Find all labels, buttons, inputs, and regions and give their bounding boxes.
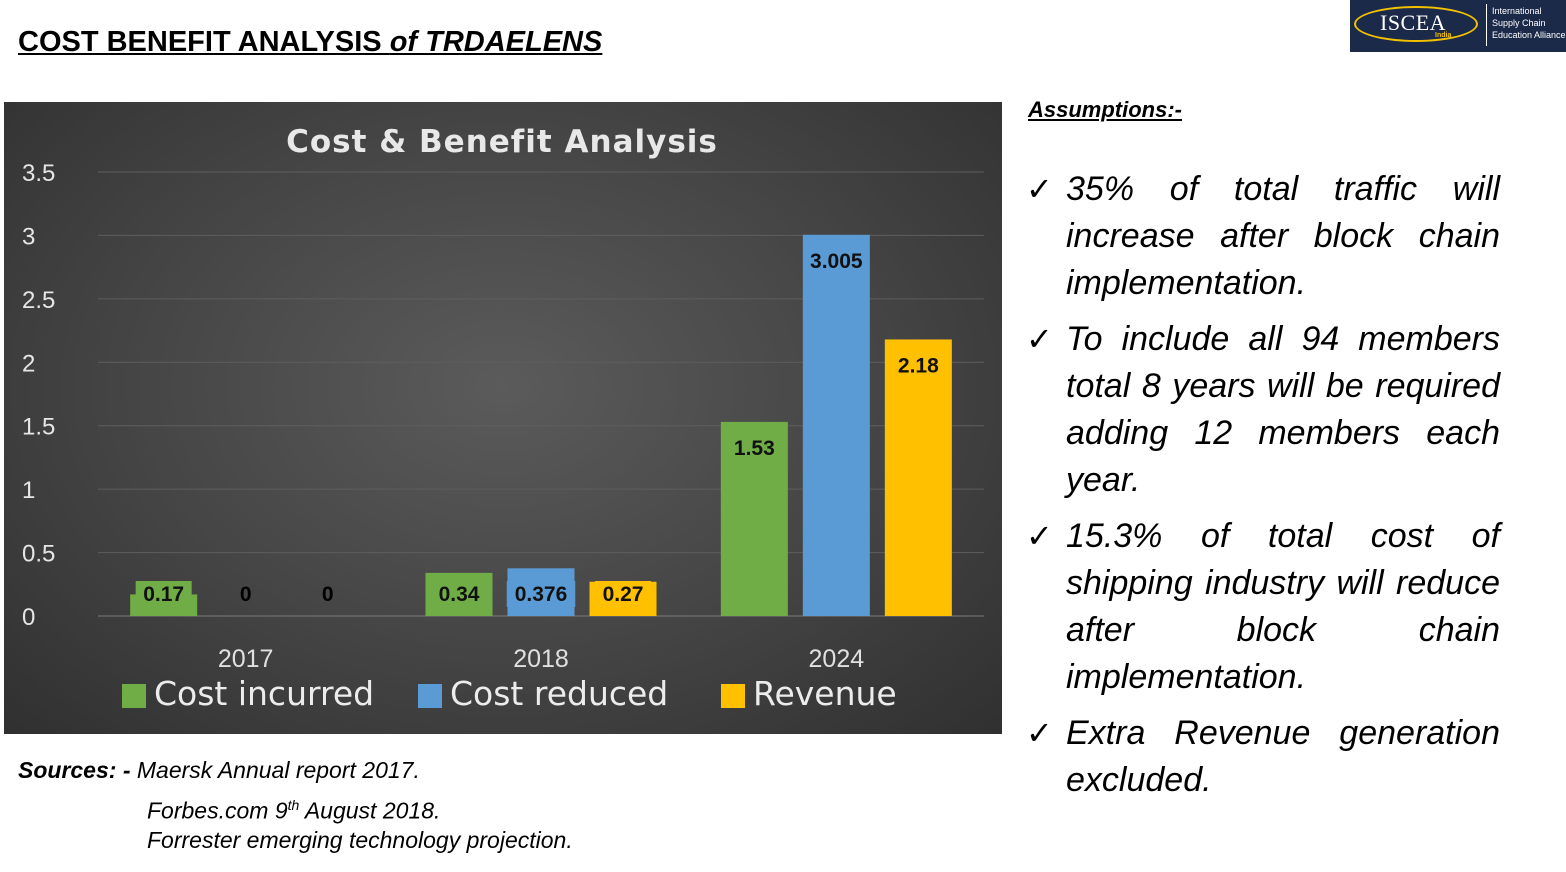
data-label: 0.376 (515, 583, 568, 606)
source-text-rest: August 2018. (299, 797, 441, 824)
bar-chart: 0 0.5 1 1.5 2 2.5 3 3.5 Cost & Benefit Analysis 0… (22, 124, 984, 713)
y-tick-label: 0.5 (22, 541, 55, 568)
legend-label: Revenue (753, 674, 897, 713)
logo-name: ISCEA (1380, 10, 1447, 35)
logo-region: India (1435, 32, 1452, 39)
logo-tagline-line: International (1492, 6, 1542, 16)
logo-tagline: International Supply Chain Education All… (1492, 5, 1566, 41)
assumption-text: To include all 94 members total 8 years … (1066, 320, 1500, 499)
y-tick-label: 2.5 (22, 287, 55, 314)
data-label-background (431, 581, 487, 607)
bar (720, 421, 788, 616)
legend-label: Cost reduced (450, 674, 668, 713)
chart-panel: 0 0.5 1 1.5 2 2.5 3 3.5 Cost & Benefit Analysis 0… (4, 102, 1002, 734)
chart-title: Cost & Benefit Analysis (286, 124, 718, 160)
logo-separator (1486, 4, 1487, 46)
data-label: 0.34 (439, 583, 480, 606)
source-superscript: th (287, 797, 300, 813)
page-title-italic: of TRDAELENS (389, 26, 603, 58)
source-text: Forbes.com 9 (147, 797, 288, 824)
x-tick-label: 2017 (218, 645, 274, 673)
bar (884, 339, 952, 616)
checkmark-icon: ✓ (1026, 170, 1053, 208)
data-label: 2.18 (898, 354, 939, 377)
y-tick-label: 1.5 (22, 414, 55, 441)
y-tick-label: 2 (22, 350, 35, 377)
data-label: 3.005 (810, 250, 863, 273)
assumption-item: ✓ 35% of total traffic will increase afte… (1026, 166, 1500, 307)
source-text: Forrester emerging technology projection… (147, 827, 573, 853)
data-label-background (595, 581, 651, 607)
legend-label: Cost incurred (154, 674, 374, 713)
data-label: 0.27 (603, 583, 644, 606)
source-text: Maersk Annual report 2017. (136, 757, 420, 783)
data-label: 1.53 (734, 437, 775, 460)
logo-tagline-line: Education Alliance (1492, 30, 1566, 40)
assumption-text: 35% of total traffic will increase after… (1066, 170, 1500, 302)
sources-label: Sources: - (18, 757, 137, 783)
logo-tagline-line: Supply Chain (1492, 18, 1546, 28)
checkmark-icon: ✓ (1026, 517, 1053, 555)
legend-swatch (122, 684, 146, 708)
data-label: 0.17 (143, 583, 184, 606)
assumption-text: 15.3% of total cost of shipping industry… (1066, 517, 1500, 696)
data-label: 0 (322, 583, 334, 606)
data-label-background (135, 581, 192, 607)
y-tick-label: 0 (22, 604, 35, 631)
page-title: COST BENEFIT ANALYSIS of TRDAELENS (18, 26, 602, 59)
legend-swatch (418, 684, 442, 708)
data-label: 0 (240, 583, 252, 606)
checkmark-icon: ✓ (1026, 320, 1053, 358)
assumption-item: ✓ 15.3% of total cost of shipping industr… (1026, 513, 1500, 701)
page-title-main: COST BENEFIT ANALYSIS (18, 26, 390, 58)
assumption-item: ✓ Extra Revenue generation excluded. (1026, 710, 1500, 804)
data-label-background (506, 581, 576, 607)
sources-block: Sources: - Maersk Annual report 2017. Fo… (18, 753, 573, 858)
source-line: Forrester emerging technology projection… (18, 823, 573, 858)
assumption-text: Extra Revenue generation excluded. (1066, 714, 1500, 799)
source-line: Forbes.com 9th August 2018. (18, 788, 573, 824)
x-tick-label: 2018 (513, 645, 569, 673)
y-tick-label: 3.5 (22, 160, 55, 187)
assumption-item: ✓ To include all 94 members total 8 years… (1026, 316, 1500, 504)
logo-ring (1354, 6, 1478, 42)
source-line: Sources: - Maersk Annual report 2017. (18, 753, 573, 788)
checkmark-icon: ✓ (1026, 714, 1053, 752)
assumptions-heading: Assumptions:- (1028, 97, 1182, 122)
x-tick-label: 2024 (809, 645, 865, 673)
iscea-logo: ISCEA India International Supply Chain E… (1350, 0, 1566, 52)
legend-swatch (721, 684, 745, 708)
y-tick-label: 1 (22, 477, 35, 504)
bar (802, 234, 870, 616)
assumption-list: ✓ 35% of total traffic will increase afte… (1026, 166, 1500, 813)
y-tick-label: 3 (22, 223, 35, 250)
